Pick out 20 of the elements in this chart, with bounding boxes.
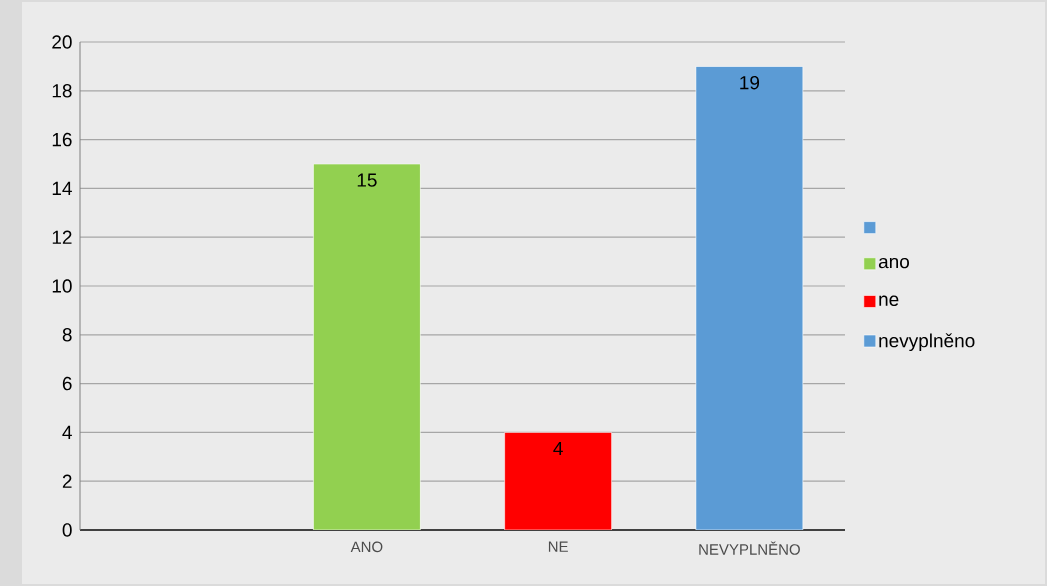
y-tick-label: 2 [62,474,72,488]
x-tick-label: NE [548,541,568,552]
y-tick-label: 6 [62,376,72,391]
y-tick-label: 0 [62,523,72,537]
data-label: 19 [740,75,760,90]
y-tick-label: 20 [52,35,72,49]
data-label: 4 [553,441,563,455]
legend-label: ne [879,295,899,307]
y-tick-label: 4 [62,425,72,439]
y-tick-label: 8 [62,328,72,342]
y-tick-label: 14 [52,181,72,195]
data-label: 15 [357,173,377,187]
legend-label: nevyplněno [879,333,975,352]
legend-label: ano [878,257,909,269]
y-tick-label: 18 [52,84,72,98]
y-tick-label: 10 [52,279,72,293]
y-tick-label: 12 [52,230,72,244]
x-tick-label: ANO [350,541,383,553]
y-tick-label: 16 [52,132,72,147]
x-tick-label: NEVYPLNĚNO [699,541,800,555]
